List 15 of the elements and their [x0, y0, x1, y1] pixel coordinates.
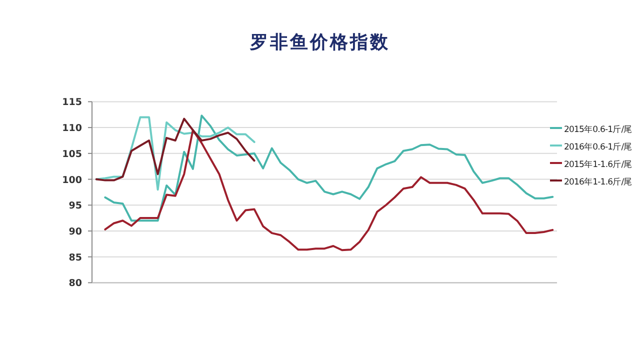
- y-tick-label: 95: [68, 200, 82, 212]
- line-series: [104, 129, 554, 252]
- chart-title: 罗非鱼价格指数: [249, 32, 390, 53]
- legend-label: 2016年0.6-1斤/尾: [564, 142, 633, 152]
- y-tick-label: 110: [62, 123, 82, 134]
- y-tick-label: 105: [62, 148, 82, 160]
- y-tick-label: 85: [68, 252, 82, 264]
- y-tick-label: 90: [68, 226, 82, 238]
- line-series: [104, 114, 554, 222]
- legend-label: 2016年1-1.6斤/尾: [564, 176, 633, 188]
- y-tick-label: 100: [62, 174, 82, 186]
- y-tick-label: 115: [62, 97, 82, 108]
- y-tick-label: 80: [68, 278, 82, 290]
- legend-label: 2015年0.6-1斤/尾: [564, 124, 633, 135]
- legend-label: 2015年1-1.6斤/尾: [564, 159, 633, 170]
